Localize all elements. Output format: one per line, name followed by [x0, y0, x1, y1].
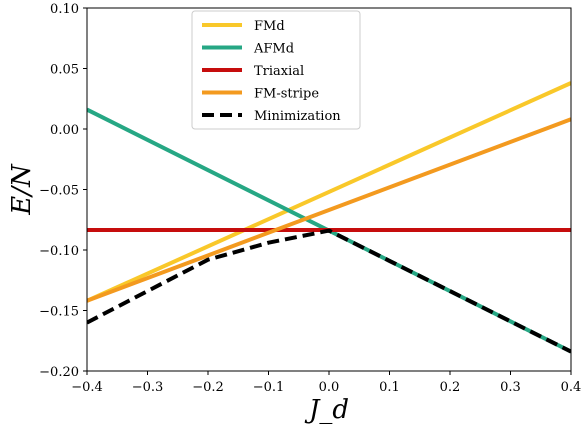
x-axis-label: J_d	[304, 395, 349, 425]
x-tick-label: −0.1	[253, 380, 285, 395]
legend-label-triaxial: Triaxial	[254, 64, 304, 79]
y-tick-label: −0.20	[39, 365, 79, 380]
series-line-fm-stripe	[87, 117, 571, 303]
legend-box	[191, 10, 361, 130]
y-tick-label: 0.00	[50, 123, 79, 138]
x-tick-label: 0.2	[440, 380, 461, 395]
series-line-minimization	[87, 228, 571, 354]
y-tick-label: 0.05	[50, 63, 79, 78]
legend: FMd AFMd Triaxial FM-stripe Minimization	[191, 10, 361, 130]
x-tick-label: 0.0	[319, 380, 340, 395]
series-layer	[87, 81, 571, 354]
x-tick-label: −0.4	[71, 380, 103, 395]
ticks-layer: −0.4 −0.3 −0.2 −0.1 0.0 0.1 0.2 0.3 0.4 −0.20 −0.1…	[39, 2, 581, 395]
y-tick-label: 0.10	[50, 2, 79, 17]
legend-label-fm-stripe: FM-stripe	[254, 87, 319, 102]
legend-label-afmd: AFMd	[253, 42, 294, 57]
y-tick-label: −0.10	[39, 244, 79, 259]
series-line-fmd	[87, 81, 571, 303]
y-tick-label: −0.15	[39, 305, 79, 320]
y-axis-label: E/N	[7, 163, 37, 216]
y-tick-label: −0.05	[39, 184, 79, 199]
x-tick-label: 0.1	[379, 380, 400, 395]
x-tick-label: −0.2	[192, 380, 224, 395]
x-tick-label: 0.4	[561, 380, 582, 395]
legend-label-fmd: FMd	[254, 19, 285, 34]
x-tick-label: 0.3	[500, 380, 521, 395]
x-tick-label: −0.3	[132, 380, 164, 395]
legend-label-minimization: Minimization	[254, 109, 341, 124]
